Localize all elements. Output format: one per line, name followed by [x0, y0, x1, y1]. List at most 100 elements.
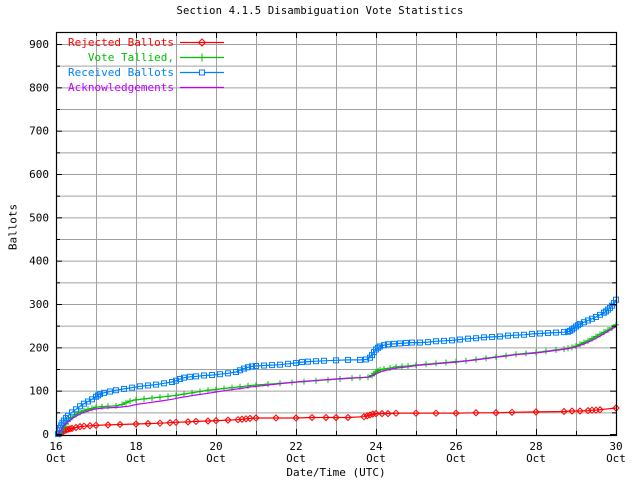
series-rejected-ballots [56, 404, 620, 438]
diamond-marker-icon [384, 409, 392, 418]
diamond-marker-icon [104, 421, 112, 429]
square-marker-icon [249, 363, 255, 370]
diamond-marker-icon [508, 408, 516, 417]
line-sample [180, 86, 224, 89]
x-tick-month-label: Oct [366, 452, 386, 465]
square-marker-icon [377, 343, 383, 350]
square-marker-icon [199, 69, 205, 76]
square-marker-icon [481, 334, 487, 341]
square-marker-icon [107, 388, 113, 395]
legend-label: Acknowledgements [68, 81, 174, 94]
series-acknowledgements [57, 325, 617, 435]
square-marker-icon [545, 330, 551, 337]
tick-labels: 010020030040050060070080090016Oct18Oct20… [29, 38, 626, 465]
square-marker-icon [465, 335, 471, 342]
square-marker-icon [581, 319, 587, 326]
y-tick-label: 100 [29, 385, 49, 398]
x-tick-month-label: Oct [126, 452, 146, 465]
diamond-marker-icon [166, 419, 174, 427]
x-tick-month-label: Oct [526, 452, 546, 465]
square-marker-icon [237, 367, 243, 374]
y-tick-label: 800 [29, 81, 49, 94]
square-marker-icon [209, 372, 215, 379]
x-tick-label: 16 [49, 440, 62, 453]
diamond-marker-icon [197, 38, 207, 47]
x-axis-title: Date/Time (UTC) [286, 466, 386, 479]
y-tick-label: 500 [29, 211, 49, 224]
square-marker-icon [201, 372, 207, 379]
series-received-ballots [55, 296, 619, 437]
diamond-marker-icon [568, 407, 576, 415]
x-tick-label: 18 [129, 440, 142, 453]
square-marker-icon [433, 338, 439, 345]
square-marker-icon [409, 339, 415, 346]
diamond-marker-icon [596, 406, 604, 414]
diamond-marker-icon [332, 413, 340, 422]
diamond-marker-icon [212, 416, 220, 425]
square-marker-icon [97, 391, 103, 398]
square-marker-icon [241, 365, 247, 372]
diamond-marker-icon [360, 412, 368, 421]
square-marker-icon [313, 358, 319, 365]
square-marker-icon [169, 379, 175, 385]
diamond-marker-icon [392, 409, 400, 417]
diamond-marker-icon [184, 418, 192, 426]
square-marker-icon [585, 317, 591, 324]
diamond-marker-icon [92, 421, 100, 430]
diamond-marker-icon [363, 412, 371, 420]
square-marker-icon [261, 362, 267, 369]
square-marker-icon [277, 361, 283, 368]
x-tick-month-label: Oct [446, 452, 466, 465]
diamond-marker-icon [68, 424, 76, 433]
legend-label: Rejected Ballots [68, 36, 174, 49]
square-marker-icon [137, 383, 143, 390]
diamond-marker-icon [156, 419, 164, 427]
square-marker-icon [233, 369, 239, 376]
square-marker-icon [397, 340, 403, 347]
square-marker-icon [321, 357, 327, 364]
square-marker-icon [245, 364, 251, 371]
square-marker-icon [161, 380, 167, 387]
diamond-marker-icon [192, 417, 200, 426]
diamond-marker-icon [172, 418, 180, 427]
diamond-marker-icon [366, 411, 374, 419]
x-tick-label: 30 [609, 440, 622, 453]
diamond-marker-icon [80, 422, 88, 430]
square-marker-icon [391, 340, 397, 347]
square-marker-icon [193, 373, 199, 380]
legend-item-rejected-ballots: Rejected Ballots [62, 35, 225, 50]
square-marker-icon [385, 341, 391, 348]
diamond-marker-icon [372, 409, 380, 418]
square-marker-icon [497, 333, 503, 340]
diamond-marker-icon [369, 410, 377, 418]
diamond-marker-icon [272, 414, 280, 422]
line-sample [180, 38, 224, 47]
y-axis-title: Ballots [6, 203, 20, 251]
grid [56, 32, 616, 435]
diamond-marker-icon [116, 420, 124, 429]
square-marker-icon [299, 359, 305, 366]
x-tick-month-label: Oct [206, 452, 226, 465]
square-marker-icon [145, 382, 151, 389]
square-marker-icon [305, 358, 311, 365]
square-marker-icon [333, 357, 339, 364]
series-line [57, 325, 617, 435]
square-marker-icon [69, 409, 75, 416]
square-marker-icon [577, 320, 583, 327]
square-marker-icon [113, 387, 119, 394]
square-marker-icon [73, 406, 79, 413]
square-marker-icon [153, 381, 159, 388]
square-marker-icon [173, 377, 179, 384]
square-marker-icon [187, 373, 193, 380]
square-marker-icon [473, 335, 479, 342]
square-marker-icon [553, 329, 559, 336]
y-tick-label: 300 [29, 298, 49, 311]
diamond-marker-icon [86, 422, 94, 430]
square-marker-icon [65, 412, 71, 419]
y-tick-label: 0 [42, 428, 49, 441]
square-marker-icon [441, 337, 447, 344]
square-marker-icon [225, 370, 231, 377]
x-tick-label: 26 [449, 440, 462, 453]
